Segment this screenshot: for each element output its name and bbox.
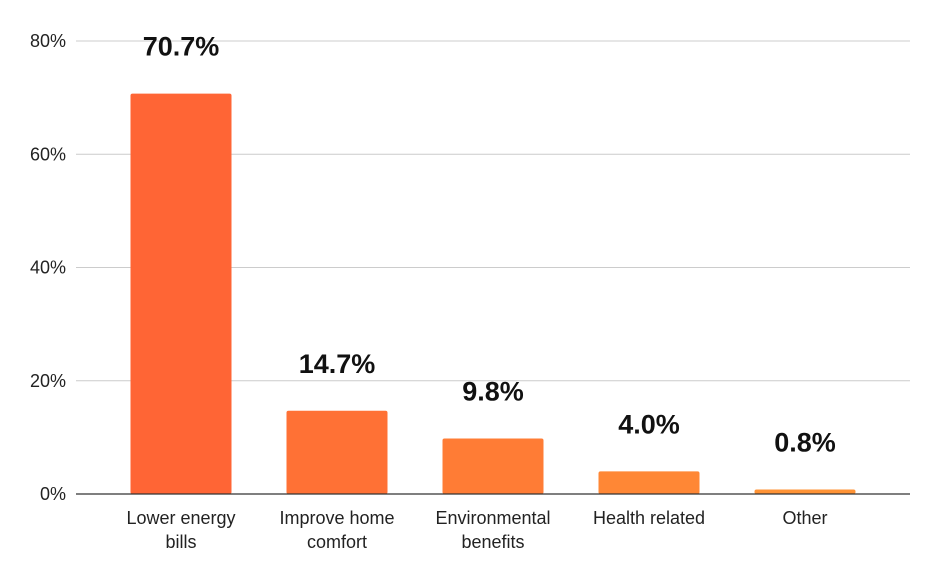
bar xyxy=(442,438,544,494)
data-label: 4.0% xyxy=(618,409,680,439)
y-tick-label: 0% xyxy=(40,484,66,504)
category-labels: Lower energy bills Improve home comfort Envi… xyxy=(126,508,827,552)
bar xyxy=(130,93,232,494)
y-tick-label: 80% xyxy=(30,31,66,51)
bar xyxy=(754,489,856,494)
data-label: 70.7% xyxy=(143,32,220,62)
category-label: Other xyxy=(782,508,827,528)
bars xyxy=(130,93,856,494)
data-label: 9.8% xyxy=(462,377,524,407)
bar xyxy=(598,471,700,494)
y-tick-label: 60% xyxy=(30,144,66,164)
data-labels: 70.7% 14.7% 9.8% 4.0% 0.8% xyxy=(143,32,836,458)
category-label: bills xyxy=(165,532,196,552)
category-label: Improve home xyxy=(279,508,394,528)
category-label: comfort xyxy=(307,532,367,552)
y-tick-label: 20% xyxy=(30,371,66,391)
y-axis-tick-labels: 0% 20% 40% 60% 80% xyxy=(30,31,66,504)
category-label: benefits xyxy=(461,532,524,552)
category-label: Environmental xyxy=(435,508,550,528)
category-label: Health related xyxy=(593,508,705,528)
category-label: Lower energy xyxy=(126,508,235,528)
y-tick-label: 40% xyxy=(30,258,66,278)
data-label: 0.8% xyxy=(774,427,836,457)
bar xyxy=(286,410,388,494)
data-label: 14.7% xyxy=(299,349,376,379)
